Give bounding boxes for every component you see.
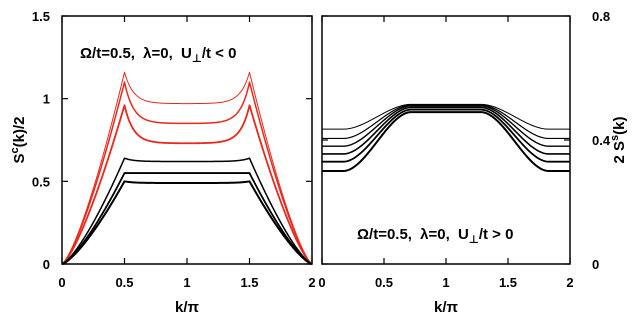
panel0-x-tick-label: 1 xyxy=(183,275,190,290)
panel0-y-tick-label: 1 xyxy=(43,92,50,107)
left-x-axis-label: k/π xyxy=(175,299,200,316)
right-series-line-6 xyxy=(321,111,571,172)
left-ticks: 0 0.5 1 1.5 2 0 0.5 1 1.5 xyxy=(32,9,316,290)
right-annotation-u-sub: ⊥ xyxy=(469,234,479,246)
left-y-axis-label-rest: (k)/2 xyxy=(11,117,28,148)
panel1-y-tick-label: 0.8 xyxy=(592,9,610,24)
left-series-line-4 xyxy=(61,157,313,265)
panel0-x-tick-label: 0 xyxy=(58,275,65,290)
left-annotation-u-sub: ⊥ xyxy=(192,53,202,65)
panel0-y-tick-label: 0 xyxy=(43,257,50,272)
panel1-x-tick-label: 0 xyxy=(318,275,325,290)
left-series-line-3 xyxy=(61,104,313,265)
right-series-line-4 xyxy=(321,106,571,155)
right-series-line-1 xyxy=(322,103,570,130)
right-annotation: Ω/t=0.5, λ=0, U⊥/t > 0 xyxy=(357,226,513,246)
panel0-y-tick-label: 1.5 xyxy=(32,9,50,24)
left-panel: 0 0.5 1 1.5 2 0 0.5 1 1.5 Ω/t=0.5, λ=0, U⊥/t < 0… xyxy=(9,9,316,316)
left-y-axis-label: Sc(k)/2 xyxy=(9,117,28,164)
left-series-line-2 xyxy=(61,81,313,265)
left-annotation-u-rest: /t < 0 xyxy=(202,45,237,62)
right-ticks: 0 0.5 1 1.5 2 0 0.4 0.8 xyxy=(318,9,610,290)
right-y-axis-label: 2 Ss(k) xyxy=(609,117,628,164)
right-panel: 0 0.5 1 1.5 200.40.8 Ω/t=0.5, λ=0, U⊥/t > 0 … xyxy=(318,9,628,316)
right-y-axis-label-rest: (k) xyxy=(611,117,628,135)
right-annotation-lambda: λ=0, xyxy=(420,226,450,243)
right-annotation-u: U xyxy=(458,226,469,243)
panel0-x-tick-label: 2 xyxy=(308,275,315,290)
left-series-line-6 xyxy=(61,180,313,265)
panel1-x-tick-label: 0.5 xyxy=(375,275,393,290)
panel0-x-tick-label: 0.5 xyxy=(115,275,133,290)
panel1-x-tick-label: 2 xyxy=(566,275,573,290)
right-x-axis-label: k/π xyxy=(434,299,459,316)
left-y-axis-label-main: S xyxy=(11,153,28,163)
left-annotation: Ω/t=0.5, λ=0, U⊥/t < 0 xyxy=(80,45,236,65)
right-series-line-2 xyxy=(322,104,570,140)
left-annotation-u: U xyxy=(181,45,192,62)
panel1-x-tick-label: 1.5 xyxy=(499,275,517,290)
right-series xyxy=(321,103,571,172)
right-y-axis-label-sup: s xyxy=(609,135,621,141)
right-annotation-u-rest: /t > 0 xyxy=(479,226,514,243)
left-y-axis-label-sup: c xyxy=(9,147,21,153)
panel1-y-tick-label: 0 xyxy=(592,257,599,272)
left-annotation-omega: Ω/t=0.5, xyxy=(80,45,135,62)
right-annotation-omega: Ω/t=0.5, xyxy=(357,226,412,243)
left-series-line-5 xyxy=(61,172,313,265)
right-y-axis-label-main: 2 S xyxy=(611,141,628,164)
panel1-y-tick-label: 0.4 xyxy=(592,133,611,148)
panel0-x-tick-label: 1.5 xyxy=(240,275,258,290)
panel1-x-tick-label: 1 xyxy=(442,275,449,290)
right-series-line-5 xyxy=(321,108,571,163)
panel0-y-tick-label: 0.5 xyxy=(32,174,50,189)
right-series-line-3 xyxy=(321,105,571,147)
left-series-line-1 xyxy=(61,71,313,265)
left-annotation-lambda: λ=0, xyxy=(143,45,173,62)
left-series xyxy=(61,71,313,265)
